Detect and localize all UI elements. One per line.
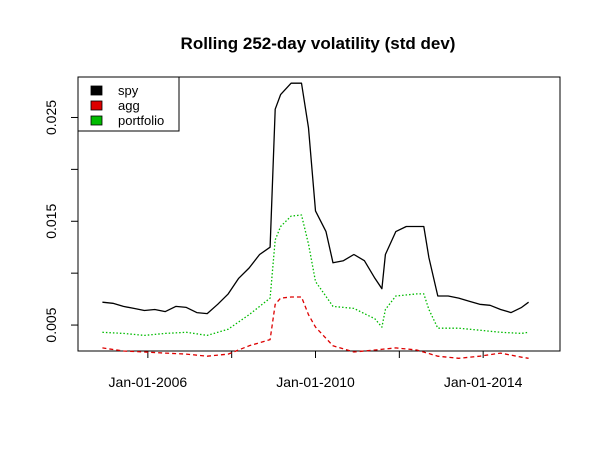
legend-label-spy: spy bbox=[118, 83, 139, 98]
legend-swatch-spy bbox=[90, 85, 103, 96]
series-line-spy bbox=[102, 82, 529, 315]
legend-label-agg: agg bbox=[118, 98, 140, 113]
x-axis: Jan-01-2006 Jan-01-2010 Jan-01-2014 bbox=[109, 350, 523, 390]
series-line-portfolio bbox=[102, 214, 529, 337]
y-tick-label: 0.025 bbox=[43, 100, 59, 135]
legend-swatch-agg bbox=[90, 100, 103, 111]
x-tick-label: Jan-01-2006 bbox=[109, 374, 188, 390]
legend-swatch-portfolio bbox=[90, 115, 103, 126]
y-axis: 0.005 0.015 0.025 bbox=[43, 100, 79, 343]
series-line-agg bbox=[102, 296, 529, 359]
legend-label-portfolio: portfolio bbox=[118, 113, 164, 128]
series-layer bbox=[102, 82, 529, 359]
x-tick-label: Jan-01-2010 bbox=[276, 374, 355, 390]
y-tick-label: 0.015 bbox=[43, 204, 59, 239]
x-tick-label: Jan-01-2014 bbox=[444, 374, 523, 390]
y-tick-label: 0.005 bbox=[43, 307, 59, 342]
chart-title: Rolling 252-day volatility (std dev) bbox=[181, 34, 456, 53]
